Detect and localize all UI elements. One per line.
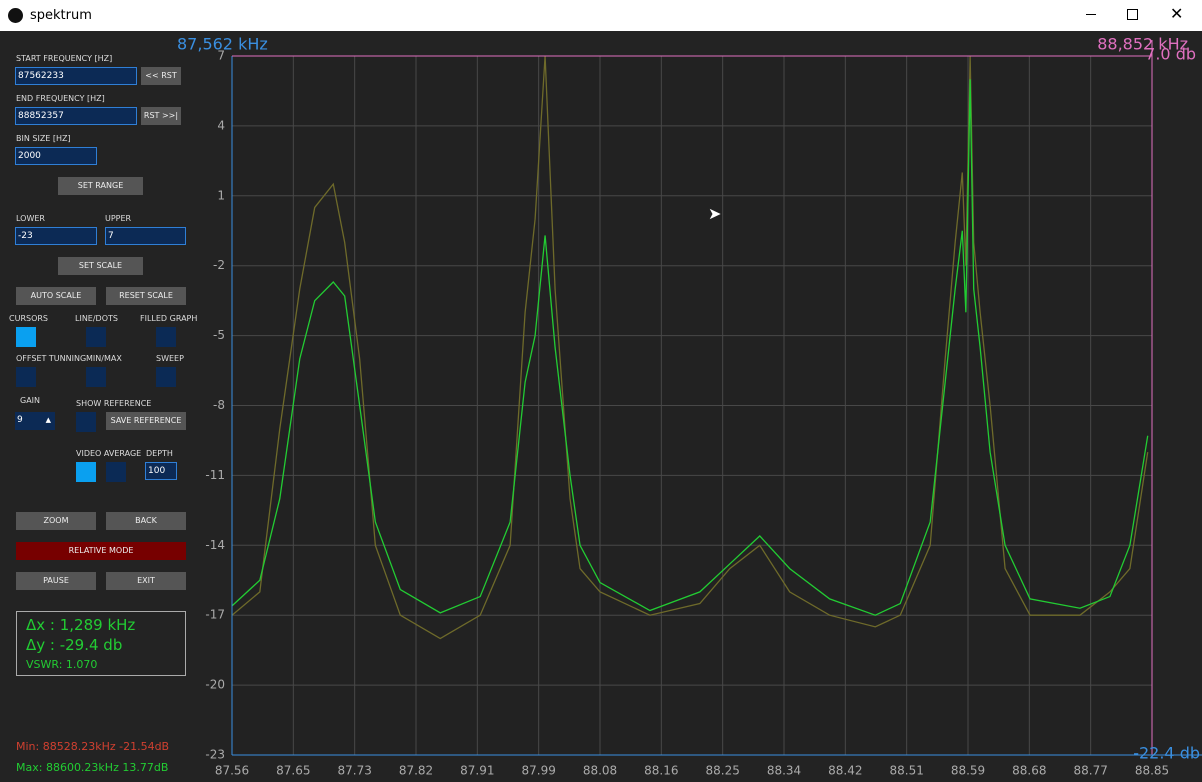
delta-y: Δy : -29.4 db — [26, 636, 123, 654]
min-status: Min: 88528.23kHz -21.54dB — [16, 740, 170, 753]
toggle[interactable] — [156, 367, 176, 387]
x-tick-label: 88.25 — [705, 764, 739, 778]
label: LOWER — [16, 214, 45, 223]
button[interactable]: RST >>| — [141, 107, 181, 125]
button[interactable]: SET SCALE — [58, 257, 143, 275]
label: OFFSET TUNNING — [16, 354, 87, 363]
button[interactable]: RELATIVE MODE — [16, 542, 186, 560]
close[interactable]: ✕ — [1170, 4, 1184, 23]
x-tick-label: 87.91 — [460, 764, 494, 778]
x-tick-label: 88.77 — [1073, 764, 1107, 778]
x-tick-label: 88.42 — [828, 764, 862, 778]
input[interactable]: 7 — [105, 227, 186, 245]
window-title: spektrum — [30, 8, 92, 23]
x-tick-label: 88.16 — [644, 764, 678, 778]
max-status: Max: 88600.23kHz 13.77dB — [16, 761, 169, 774]
button[interactable]: EXIT — [106, 572, 186, 590]
button[interactable]: SAVE REFERENCE — [106, 412, 186, 430]
input[interactable]: 88852357 — [15, 107, 137, 125]
dropdown-value: 9 — [17, 415, 23, 425]
x-tick-label: 88.59 — [951, 764, 985, 778]
label: DEPTH — [146, 449, 173, 458]
label: END FREQUENCY [HZ] — [16, 94, 105, 103]
y-tick-label: -20 — [205, 678, 225, 692]
mouse-cursor: ➤ — [708, 204, 722, 223]
x-tick-label: 87.65 — [276, 764, 310, 778]
app-icon — [8, 8, 23, 23]
toggle[interactable] — [86, 367, 106, 387]
button[interactable]: << RST — [141, 67, 181, 85]
y-tick-label: 7 — [217, 49, 225, 63]
label: BIN SIZE [HZ] — [16, 134, 71, 143]
toggle[interactable] — [76, 412, 96, 432]
x-tick-label: 88.08 — [583, 764, 617, 778]
input[interactable]: 87562233 — [15, 67, 137, 85]
x-tick-label: 87.82 — [399, 764, 433, 778]
label: LINE/DOTS — [75, 314, 118, 323]
input[interactable]: 2000 — [15, 147, 97, 165]
x-tick-label: 87.99 — [521, 764, 555, 778]
trace — [231, 55, 1149, 640]
dropdown[interactable]: 9 ▲ — [15, 412, 55, 430]
cursor-label: 7.0 db — [1145, 45, 1196, 64]
x-tick-label: 88.51 — [889, 764, 923, 778]
y-tick-label: -14 — [205, 538, 225, 552]
x-tick-label: 88.34 — [767, 764, 801, 778]
cursor-label: 87,562 kHz — [177, 35, 268, 54]
input[interactable]: 100 — [145, 462, 177, 480]
minimize[interactable] — [1086, 14, 1096, 15]
label: MIN/MAX — [86, 354, 122, 363]
vswr: VSWR: 1.070 — [26, 658, 98, 671]
button[interactable]: BACK — [106, 512, 186, 530]
button[interactable]: RESET SCALE — [106, 287, 186, 305]
x-tick-label: 88.68 — [1012, 764, 1046, 778]
title-bar: spektrum ✕ — [0, 0, 1202, 31]
label: SWEEP — [156, 354, 184, 363]
maximize[interactable] — [1127, 9, 1138, 20]
toggle[interactable] — [156, 327, 176, 347]
label: GAIN — [20, 396, 41, 405]
y-tick-label: -5 — [213, 328, 225, 342]
toggle[interactable] — [76, 462, 96, 482]
delta-x: Δx : 1,289 kHz — [26, 616, 136, 634]
info-box: Δx : 1,289 kHz Δy : -29.4 db VSWR: 1.070 — [16, 611, 186, 676]
button[interactable]: ZOOM — [16, 512, 96, 530]
label: SHOW REFERENCE — [76, 399, 152, 408]
y-tick-label: -2 — [213, 258, 225, 272]
y-tick-label: -17 — [205, 608, 225, 622]
button[interactable]: PAUSE — [16, 572, 96, 590]
label: UPPER — [105, 214, 132, 223]
label: VIDEO AVERAGE — [76, 449, 142, 458]
toggle[interactable] — [86, 327, 106, 347]
toggle[interactable] — [16, 327, 36, 347]
toggle[interactable] — [16, 367, 36, 387]
y-tick-label: -11 — [205, 468, 225, 482]
trace — [231, 79, 1149, 616]
y-tick-label: 1 — [217, 188, 225, 202]
cursor-label: -22.4 db — [1133, 744, 1200, 763]
y-tick-label: -23 — [205, 748, 225, 762]
label: FILLED GRAPH — [140, 314, 198, 323]
x-tick-label: 88.85 — [1135, 764, 1169, 778]
button[interactable]: SET RANGE — [58, 177, 143, 195]
cursor-label: 88,852 kHz — [1097, 35, 1188, 54]
x-tick-label: 87.73 — [337, 764, 371, 778]
y-tick-label: 4 — [217, 118, 225, 132]
x-tick-label: 87.56 — [215, 764, 249, 778]
toggle[interactable] — [106, 462, 126, 482]
button[interactable]: AUTO SCALE — [16, 287, 96, 305]
input[interactable]: -23 — [15, 227, 97, 245]
label: CURSORS — [9, 314, 49, 323]
label: START FREQUENCY [HZ] — [16, 54, 113, 63]
y-tick-label: -8 — [213, 398, 225, 412]
